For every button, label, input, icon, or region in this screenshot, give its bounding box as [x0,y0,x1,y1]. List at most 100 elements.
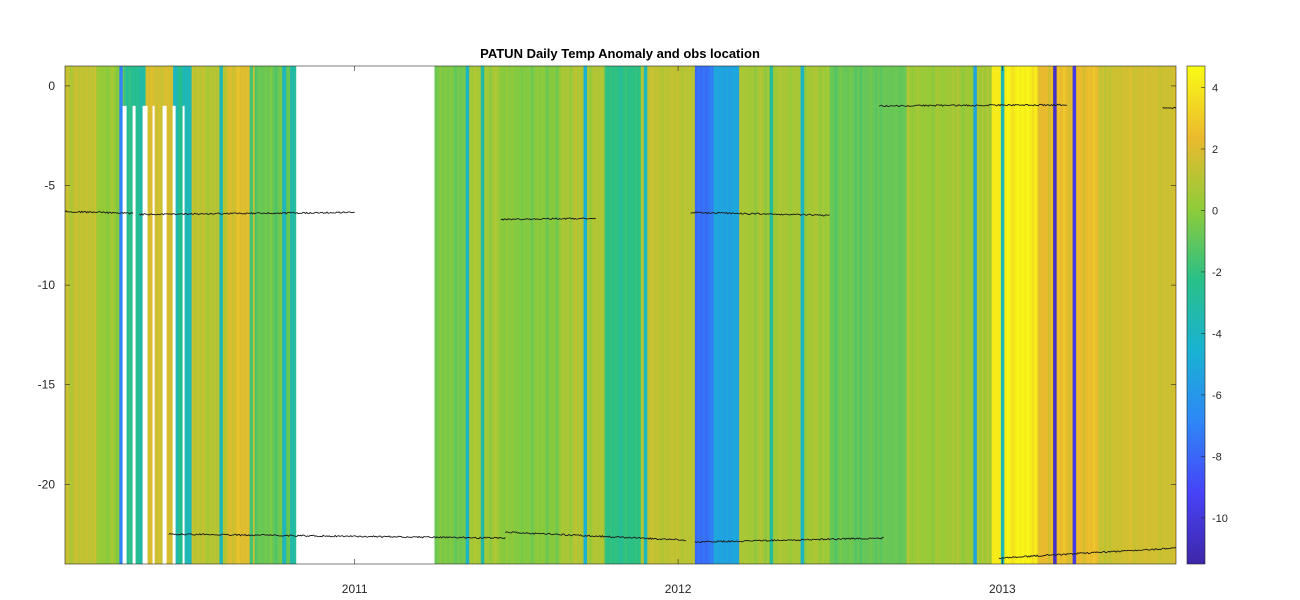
anomaly-texture-19-4 [926,66,930,564]
anomaly-texture-19-15 [981,66,985,564]
anomaly-texture-0-2 [75,66,78,564]
anomaly-texture-11-11 [555,66,559,564]
anomaly-texture-22-3 [1113,66,1117,564]
anomaly-texture-20-1 [996,66,1000,564]
obs-location-lines [65,103,1176,560]
missing-gap-1-6 [182,105,185,564]
anomaly-texture-22-13 [1163,66,1167,564]
anomaly-texture-18-6 [859,66,863,564]
anomaly-texture-20-5 [1016,66,1020,564]
anomaly-texture-0-3 [80,66,83,564]
anomaly-texture-5-4 [211,66,215,564]
anomaly-texture-22-4 [1118,66,1122,564]
obs-line-2 [500,217,596,221]
anomaly-band-3 [145,66,174,564]
anomaly-band-22 [1098,66,1176,564]
anomaly-texture-7-0 [254,66,258,564]
colorbar-tick-label-3: -2 [1212,267,1222,279]
anomaly-texture-15-1 [699,66,703,564]
anomaly-texture-11-4 [520,66,524,564]
anomaly-texture-22-12 [1158,66,1162,564]
anomaly-texture-16-2 [723,66,727,564]
anomaly-texture-6-4 [247,66,250,564]
anomaly-texture-19-2 [916,66,920,564]
anomaly-texture-17-9 [784,66,787,564]
missing-gap-1-5 [172,105,176,564]
anomaly-texture-18-8 [869,66,873,564]
colorbar-tick-label-4: -4 [1212,328,1222,340]
anomaly-texture-15-0 [694,66,698,564]
anomaly-texture-21-0 [1037,66,1041,564]
anomaly-texture-21-5 [1062,66,1066,564]
anomaly-texture-11-6 [530,66,534,564]
anomaly-texture-21-1 [1042,66,1046,564]
x-axis: 2011 2012 2013 [342,66,1016,596]
anomaly-texture-0-0 [65,66,68,564]
plot-area-border [64,65,1177,565]
anomaly-texture-22-10 [1148,66,1152,564]
obs-line-9 [998,547,1176,560]
anomaly-texture-4-3 [188,66,191,564]
anomaly-texture-0-5 [90,66,93,564]
anomaly-texture-12-3 [574,66,577,564]
anomaly-texture-20-8 [1031,66,1035,564]
anomaly-texture-18-1 [834,66,838,564]
colorbar-tick-label-6: -8 [1212,451,1222,463]
anomaly-texture-18-13 [894,66,898,564]
anomaly-texture-16-4 [733,66,737,564]
anomaly-texture-19-7 [941,66,945,564]
anomaly-texture-10-6 [499,66,501,564]
missing-gap-1-0 [122,105,127,564]
anomaly-texture-19-6 [936,66,940,564]
anomaly-band-12 [559,66,605,564]
anomaly-texture-7-2 [264,66,268,564]
anomaly-texture-17-4 [759,66,762,564]
y-tick-label-1: -5 [44,179,55,193]
colorbar-gradient [1186,65,1206,565]
anomaly-texture-13-4 [624,66,628,564]
anomaly-texture-20-0 [991,66,995,564]
anomaly-texture-18-15 [904,66,907,564]
anomaly-texture-11-9 [545,66,549,564]
anomaly-texture-5-2 [201,66,205,564]
x-tick-label-1: 2012 [665,582,692,596]
anomaly-texture-5-6 [221,66,225,564]
anomaly-texture-1-0 [96,66,99,564]
anomaly-texture-17-5 [764,66,767,564]
anomaly-band-11 [500,66,560,564]
anomaly-texture-12-8 [599,66,602,564]
anomaly-texture-11-3 [515,66,519,564]
colorbar-tick-label-1: 2 [1212,144,1218,156]
anomaly-texture-5-1 [196,66,200,564]
anomaly-texture-7-6 [284,66,288,564]
anomaly-texture-7-5 [279,66,283,564]
anomaly-texture-10-3 [484,66,487,564]
anomaly-texture-17-8 [779,66,782,564]
missing-gap-1-1 [132,105,136,564]
anomaly-texture-22-5 [1123,66,1127,564]
anomaly-texture-10-5 [494,66,497,564]
anomaly-texture-6-1 [232,66,235,564]
anomaly-texture-11-10 [550,66,554,564]
anomaly-texture-19-8 [946,66,950,564]
anomaly-texture-20-7 [1026,66,1030,564]
colorbar-tick-label-7: -10 [1212,513,1228,525]
anomaly-texture-19-14 [976,66,980,564]
anomaly-texture-1-2 [106,66,109,564]
anomaly-texture-14-3 [655,66,659,564]
anomaly-texture-19-13 [971,66,975,564]
anomaly-stripe-0 [119,66,123,564]
anomaly-texture-19-1 [911,66,915,564]
y-tick-label-4: -20 [38,477,56,491]
anomaly-band-15 [694,66,714,564]
anomaly-texture-5-3 [206,66,210,564]
anomaly-texture-22-11 [1153,66,1157,564]
anomaly-texture-17-2 [749,66,752,564]
anomaly-texture-22-0 [1098,66,1102,564]
missing-gap-1-2 [142,105,148,564]
anomaly-stripe-8 [583,66,588,564]
anomaly-stripe-4 [249,66,254,564]
anomaly-texture-14-2 [650,66,654,564]
anomaly-stripe-1 [139,66,144,564]
